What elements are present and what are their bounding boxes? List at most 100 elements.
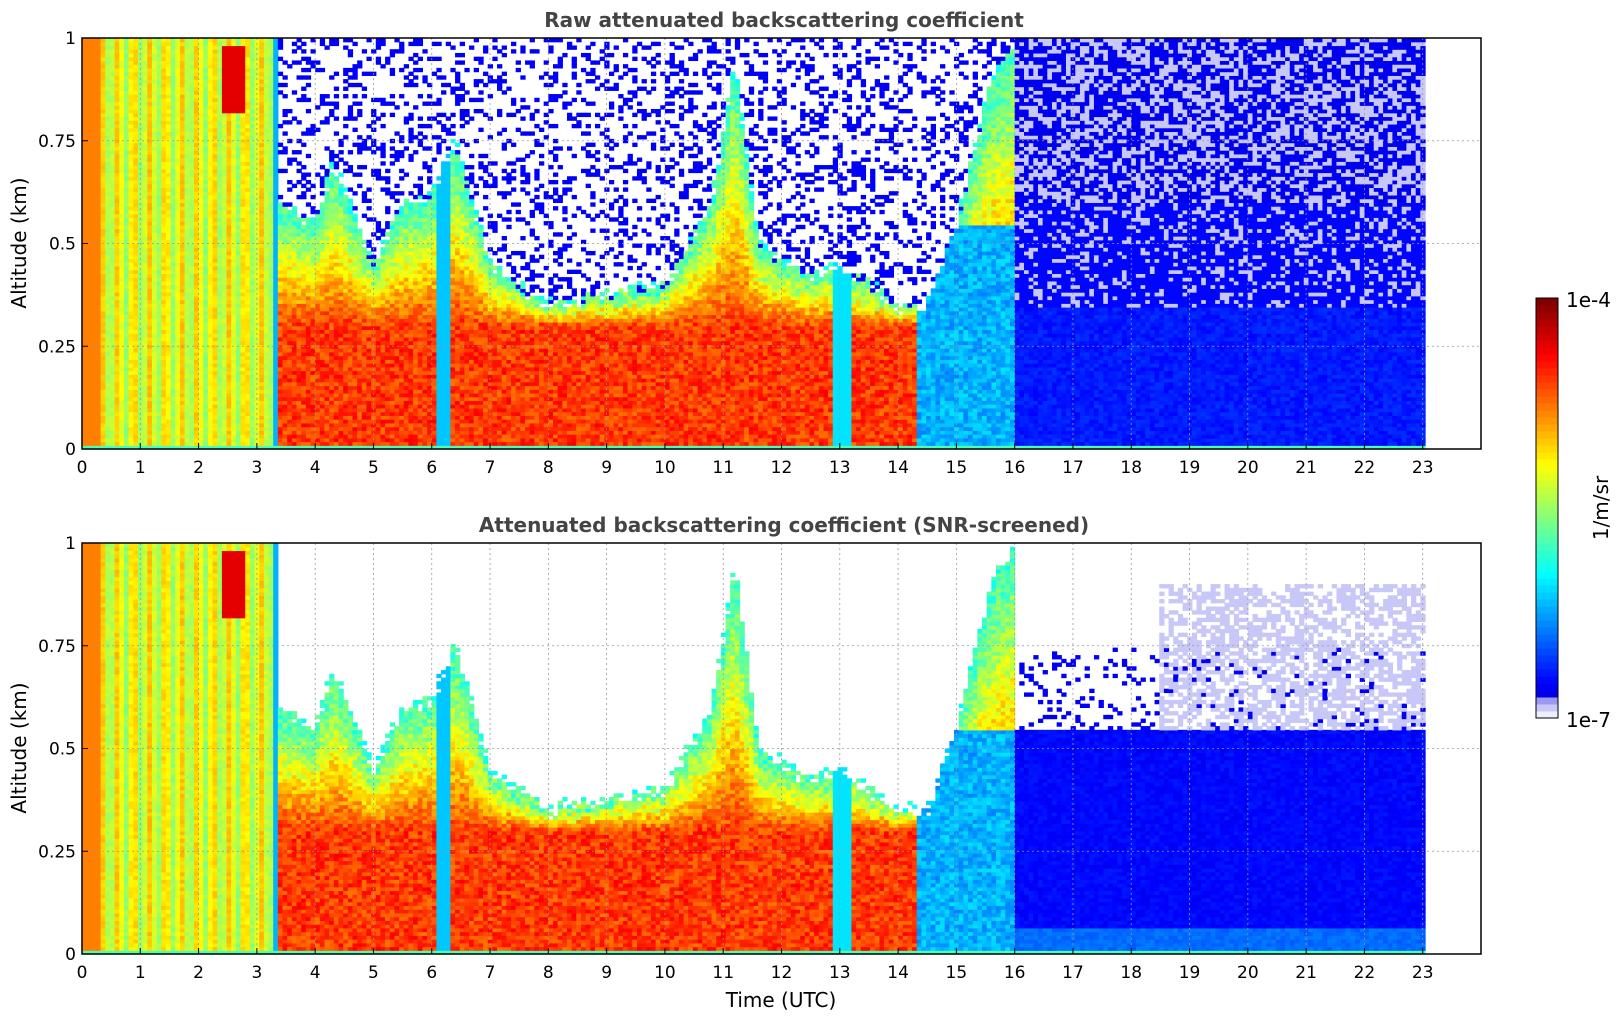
- heatmap-cell: [87, 124, 92, 128]
- heatmap-cell: [91, 180, 96, 184]
- heatmap-cell: [91, 262, 96, 266]
- heatmap-cell: [119, 378, 124, 382]
- heatmap-cell: [87, 318, 92, 322]
- heatmap-cell: [115, 303, 120, 307]
- heatmap-cell: [124, 180, 129, 184]
- heatmap-cell: [119, 371, 124, 375]
- heatmap-cell: [101, 363, 106, 367]
- heatmap-cell: [129, 300, 134, 304]
- heatmap-cell: [129, 217, 134, 221]
- heatmap-cell: [115, 150, 120, 154]
- heatmap-cell: [119, 438, 124, 442]
- heatmap-cell: [105, 281, 110, 285]
- heatmap-cell: [101, 427, 106, 431]
- heatmap-cell: [91, 229, 96, 233]
- heatmap-cell: [101, 105, 106, 109]
- heatmap-cell: [96, 72, 101, 76]
- heatmap-cell: [115, 102, 120, 106]
- heatmap-cell: [124, 374, 129, 378]
- heatmap-cell: [119, 322, 124, 326]
- heatmap-cell: [129, 333, 134, 337]
- heatmap-cell: [119, 210, 124, 214]
- heatmap-cell: [105, 382, 110, 386]
- heatmap-cell: [119, 206, 124, 210]
- heatmap-cell: [115, 382, 120, 386]
- heatmap-cell: [115, 438, 120, 442]
- heatmap-cell: [101, 60, 106, 64]
- heatmap-cell: [96, 109, 101, 113]
- heatmap-cell: [101, 408, 106, 412]
- heatmap-cell: [91, 412, 96, 416]
- heatmap-cell: [87, 244, 92, 248]
- heatmap-cell: [96, 363, 101, 367]
- heatmap-cell: [124, 128, 129, 132]
- heatmap-cell: [129, 419, 134, 423]
- heatmap-cell: [119, 397, 124, 401]
- heatmap-cell: [82, 131, 87, 135]
- heatmap-cell: [82, 143, 87, 147]
- heatmap-cell: [129, 393, 134, 397]
- heatmap-cell: [101, 311, 106, 315]
- heatmap-cell: [82, 109, 87, 113]
- heatmap-cell: [110, 158, 115, 162]
- heatmap-cell: [105, 217, 110, 221]
- heatmap-cell: [119, 430, 124, 434]
- heatmap-cell: [101, 415, 106, 419]
- heatmap-cell: [124, 217, 129, 221]
- heatmap-cell: [105, 300, 110, 304]
- heatmap-cell: [115, 195, 120, 199]
- heatmap-cell: [87, 184, 92, 188]
- heatmap-cell: [101, 337, 106, 341]
- heatmap-cell: [110, 90, 115, 94]
- heatmap-cell: [87, 333, 92, 337]
- heatmap-cell: [96, 124, 101, 128]
- heatmap-cell: [105, 393, 110, 397]
- heatmap-cell: [82, 165, 87, 169]
- heatmap-cell: [82, 244, 87, 248]
- heatmap-cell: [82, 266, 87, 270]
- heatmap-cell: [124, 415, 129, 419]
- heatmap-cell: [105, 408, 110, 412]
- heatmap-cell: [124, 143, 129, 147]
- heatmap-cell: [115, 60, 120, 64]
- heatmap-cell: [82, 251, 87, 255]
- heatmap-cell: [119, 427, 124, 431]
- heatmap-cell: [82, 442, 87, 446]
- heatmap-cell: [115, 79, 120, 83]
- heatmap-cell: [110, 281, 115, 285]
- heatmap-cell: [129, 430, 134, 434]
- heatmap-cell: [96, 348, 101, 352]
- heatmap-cell: [91, 124, 96, 128]
- heatmap-cell: [124, 371, 129, 375]
- heatmap-cell: [129, 229, 134, 233]
- heatmap-cell: [101, 57, 106, 61]
- heatmap-cell: [124, 341, 129, 345]
- heatmap-cell: [82, 158, 87, 162]
- heatmap-cell: [115, 94, 120, 98]
- heatmap-cell: [82, 202, 87, 206]
- heatmap-cell: [96, 128, 101, 132]
- heatmap-cell: [124, 124, 129, 128]
- heatmap-cell: [82, 255, 87, 259]
- heatmap-cell: [124, 195, 129, 199]
- heatmap-cell: [129, 247, 134, 251]
- heatmap-cell: [82, 184, 87, 188]
- heatmap-cell: [91, 154, 96, 158]
- heatmap-cell: [87, 75, 92, 79]
- heatmap-cell: [119, 251, 124, 255]
- heatmap-cell: [119, 109, 124, 113]
- heatmap-cell: [124, 281, 129, 285]
- heatmap-cell: [124, 90, 129, 94]
- heatmap-cell: [119, 423, 124, 427]
- heatmap-cell: [110, 128, 115, 132]
- heatmap-cell: [82, 150, 87, 154]
- heatmap-cell: [110, 79, 115, 83]
- heatmap-cell: [119, 143, 124, 147]
- heatmap-cell: [124, 438, 129, 442]
- heatmap-cell: [119, 217, 124, 221]
- heatmap-cell: [129, 202, 134, 206]
- heatmap-cell: [87, 173, 92, 177]
- heatmap-cell: [101, 53, 106, 57]
- heatmap-cell: [124, 236, 129, 240]
- heatmap-cell: [101, 87, 106, 91]
